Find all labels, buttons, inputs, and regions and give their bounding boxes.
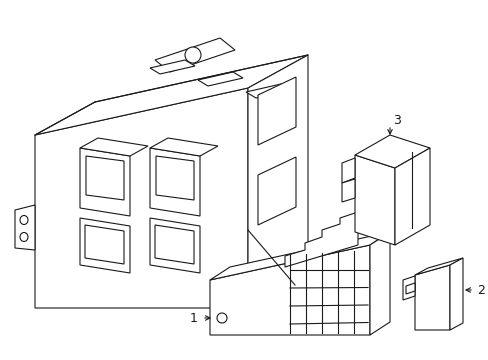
Polygon shape xyxy=(35,88,247,308)
Polygon shape xyxy=(15,205,35,250)
Polygon shape xyxy=(258,77,295,145)
Text: 1: 1 xyxy=(190,311,198,324)
Polygon shape xyxy=(155,225,194,264)
Polygon shape xyxy=(150,138,218,156)
Polygon shape xyxy=(369,232,389,335)
Ellipse shape xyxy=(20,216,28,225)
Polygon shape xyxy=(150,148,200,216)
Polygon shape xyxy=(414,258,462,275)
Polygon shape xyxy=(341,179,354,202)
Polygon shape xyxy=(150,60,195,74)
Polygon shape xyxy=(80,218,130,273)
Polygon shape xyxy=(247,55,307,308)
Ellipse shape xyxy=(20,233,28,242)
Polygon shape xyxy=(449,258,462,330)
Polygon shape xyxy=(414,265,449,330)
Text: 2: 2 xyxy=(476,284,484,297)
Polygon shape xyxy=(402,276,414,300)
Polygon shape xyxy=(245,84,290,98)
Ellipse shape xyxy=(217,313,226,323)
Polygon shape xyxy=(35,55,307,135)
Polygon shape xyxy=(155,38,235,72)
Polygon shape xyxy=(394,148,429,245)
Polygon shape xyxy=(209,232,389,280)
Polygon shape xyxy=(354,155,394,245)
Polygon shape xyxy=(209,245,369,335)
Polygon shape xyxy=(341,158,354,183)
Polygon shape xyxy=(86,156,124,200)
Polygon shape xyxy=(85,225,124,264)
Polygon shape xyxy=(405,283,414,294)
Polygon shape xyxy=(285,212,357,267)
Polygon shape xyxy=(258,157,295,225)
Polygon shape xyxy=(80,148,130,216)
Polygon shape xyxy=(80,138,148,156)
Polygon shape xyxy=(156,156,194,200)
Polygon shape xyxy=(198,72,243,86)
Polygon shape xyxy=(150,218,200,273)
Text: 3: 3 xyxy=(392,114,400,127)
Ellipse shape xyxy=(184,47,201,63)
Polygon shape xyxy=(354,135,429,168)
